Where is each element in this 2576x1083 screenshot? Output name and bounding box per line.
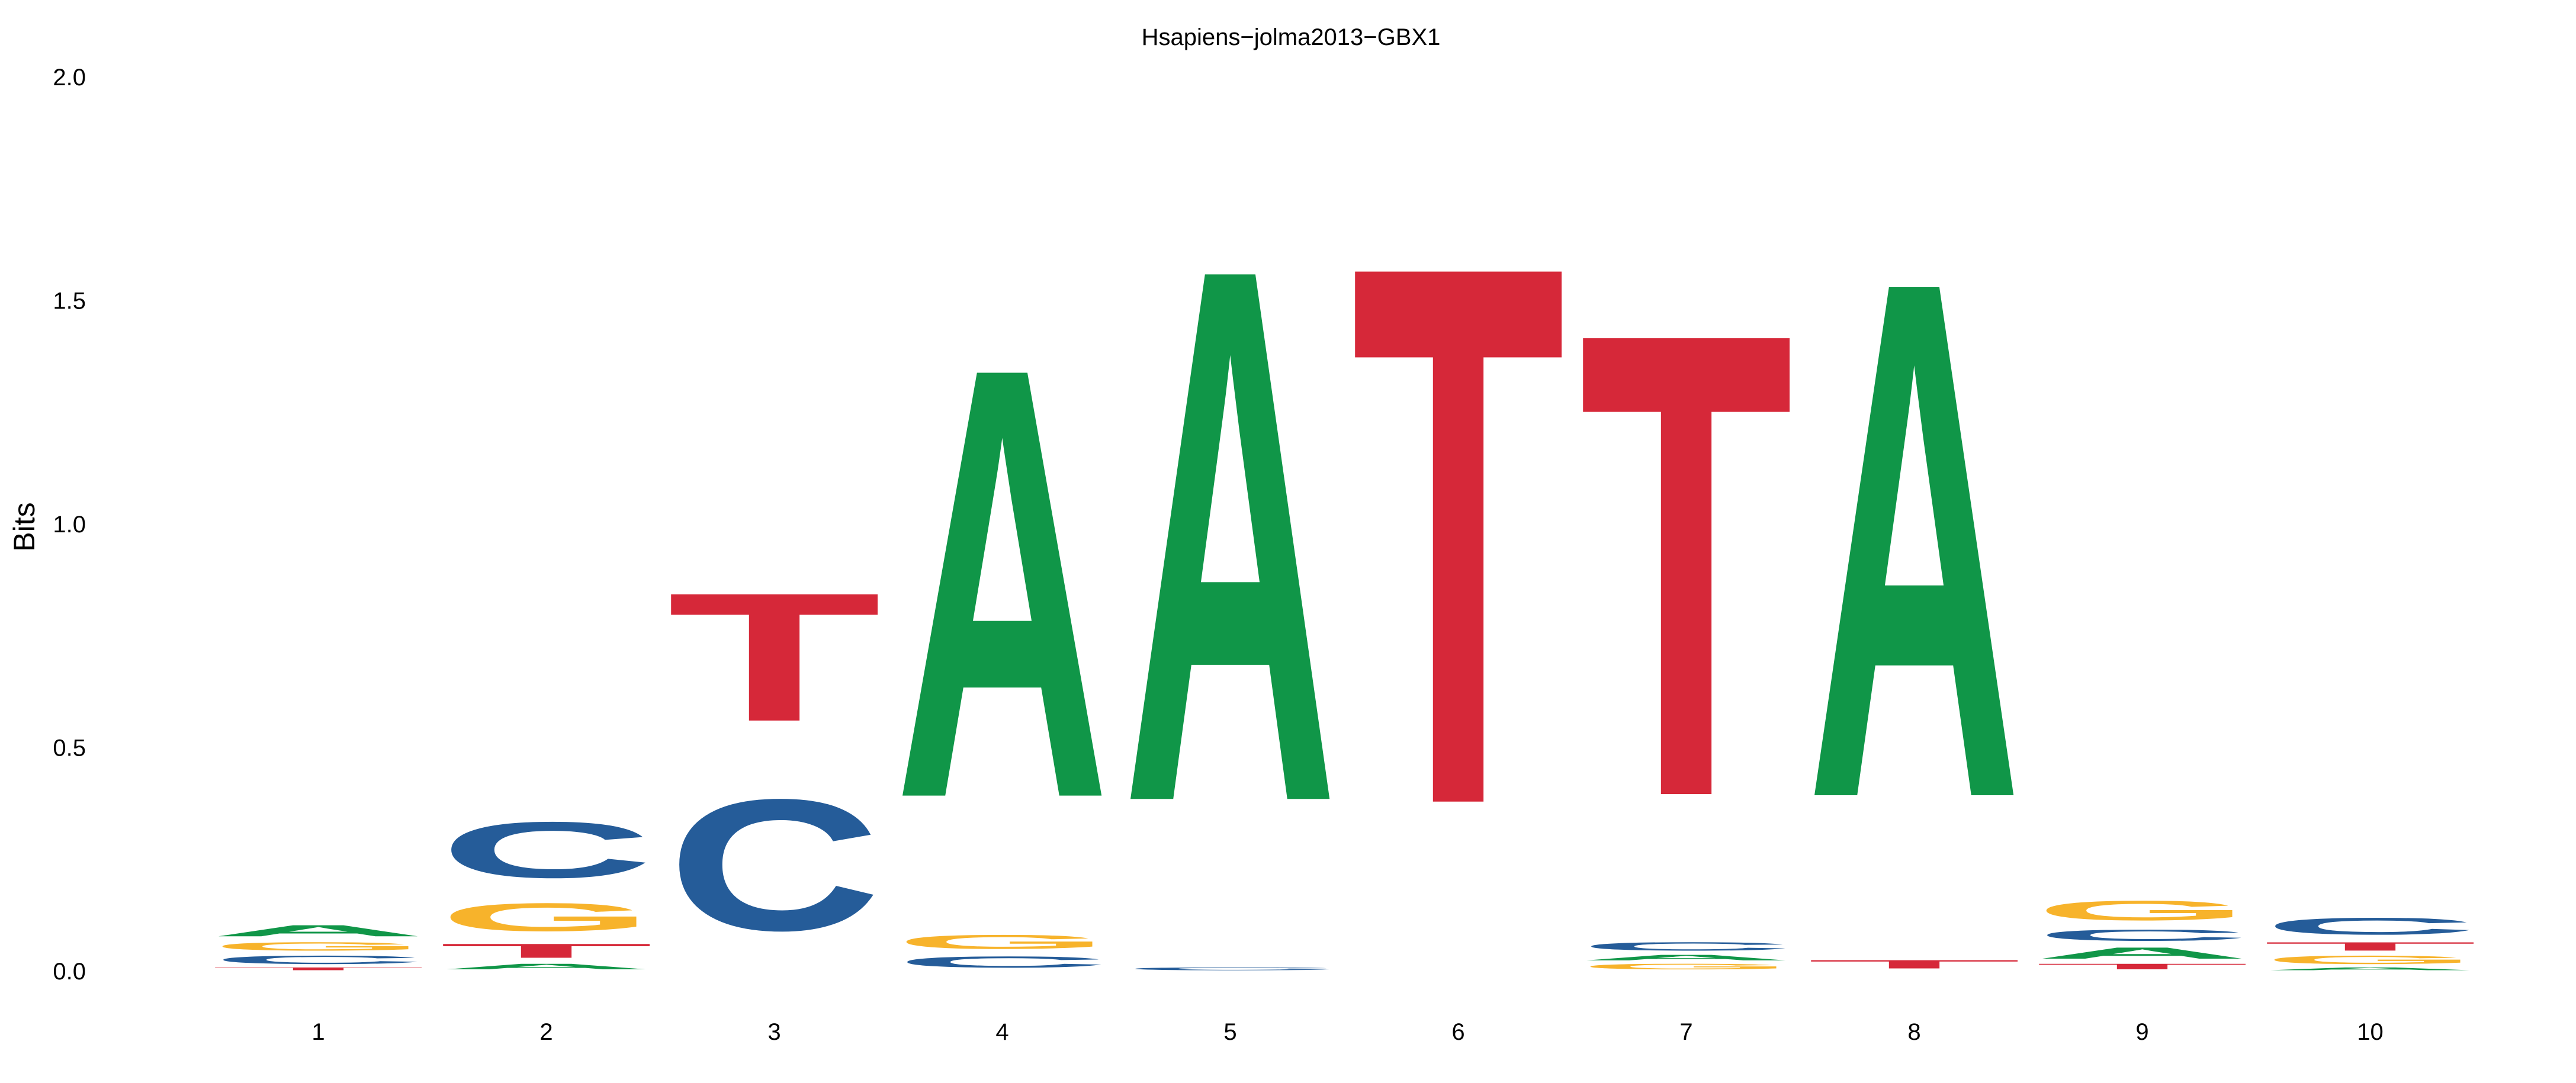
y-tick-label: 1.5: [53, 288, 86, 314]
logo-letter-C: C: [895, 953, 1110, 971]
position-stack-5: CA: [1123, 110, 1338, 970]
position-stack-3: CT: [667, 555, 882, 970]
x-axis-ticks: 1 2 3 4 5 6 7 8 9 10: [311, 1019, 2383, 1045]
logo-letter-G: G: [211, 940, 426, 953]
x-tick-label: 9: [2135, 1019, 2148, 1045]
logo-letter-T: T: [211, 966, 426, 971]
x-tick-label: 7: [1679, 1019, 1692, 1045]
logo-letter-G: G: [2035, 895, 2250, 927]
logo-letter-C: C: [2263, 913, 2478, 940]
logo-letter-T: T: [667, 555, 882, 760]
x-tick-label: 10: [2357, 1019, 2384, 1045]
y-tick-label: 2.0: [53, 65, 86, 91]
x-tick-label: 6: [1451, 1019, 1464, 1045]
logo-letter-C: C: [439, 805, 654, 895]
logo-letter-C: C: [667, 760, 882, 969]
logo-letter-T: T: [1351, 105, 1566, 965]
logo-letter-G: G: [2263, 953, 2478, 967]
logo-letter-A: A: [211, 922, 426, 940]
logo-letter-C: C: [2035, 926, 2250, 944]
logo-letter-T: T: [2263, 940, 2478, 953]
logo-letter-A: A: [1123, 110, 1338, 961]
logo-letter-G: G: [1579, 962, 1794, 971]
y-axis-ticks: 0.0 0.5 1.0 1.5 2.0: [53, 65, 86, 985]
chart-title: Hsapiens−jolma2013−GBX1: [1142, 24, 1441, 50]
x-tick-label: 8: [1907, 1019, 1920, 1045]
position-stack-6: T: [1351, 105, 1566, 965]
logo-letter-G: G: [895, 931, 1110, 953]
logo-letter-G: G: [439, 895, 654, 939]
position-stack-8: TA: [1807, 128, 2022, 971]
x-tick-label: 4: [995, 1019, 1008, 1045]
x-tick-label: 5: [1223, 1019, 1236, 1045]
logo-letter-A: A: [1807, 128, 2022, 952]
logo-letter-A: A: [2035, 944, 2250, 962]
position-stack-4: CGA: [895, 239, 1110, 971]
y-axis-label: Bits: [8, 502, 41, 551]
y-tick-label: 0.0: [53, 959, 86, 985]
logo-letter-T: T: [1807, 957, 2022, 971]
x-tick-label: 3: [767, 1019, 780, 1045]
logo-letter-A: A: [1579, 953, 1794, 962]
logo-letter-A: A: [439, 962, 654, 971]
logo-letter-C: C: [1123, 966, 1338, 971]
logo-letter-C: C: [211, 953, 426, 967]
x-tick-label: 1: [311, 1019, 325, 1045]
logo-letter-A: A: [2263, 966, 2478, 971]
x-tick-label: 2: [539, 1019, 553, 1045]
y-tick-label: 1.0: [53, 512, 86, 538]
logo-letter-T: T: [2035, 962, 2250, 971]
logo-letter-A: A: [895, 239, 1110, 926]
logo-letter-T: T: [439, 940, 654, 962]
logo-letter-C: C: [1579, 940, 1794, 953]
logo-letter-T: T: [1579, 195, 1794, 935]
y-tick-label: 0.5: [53, 735, 86, 761]
